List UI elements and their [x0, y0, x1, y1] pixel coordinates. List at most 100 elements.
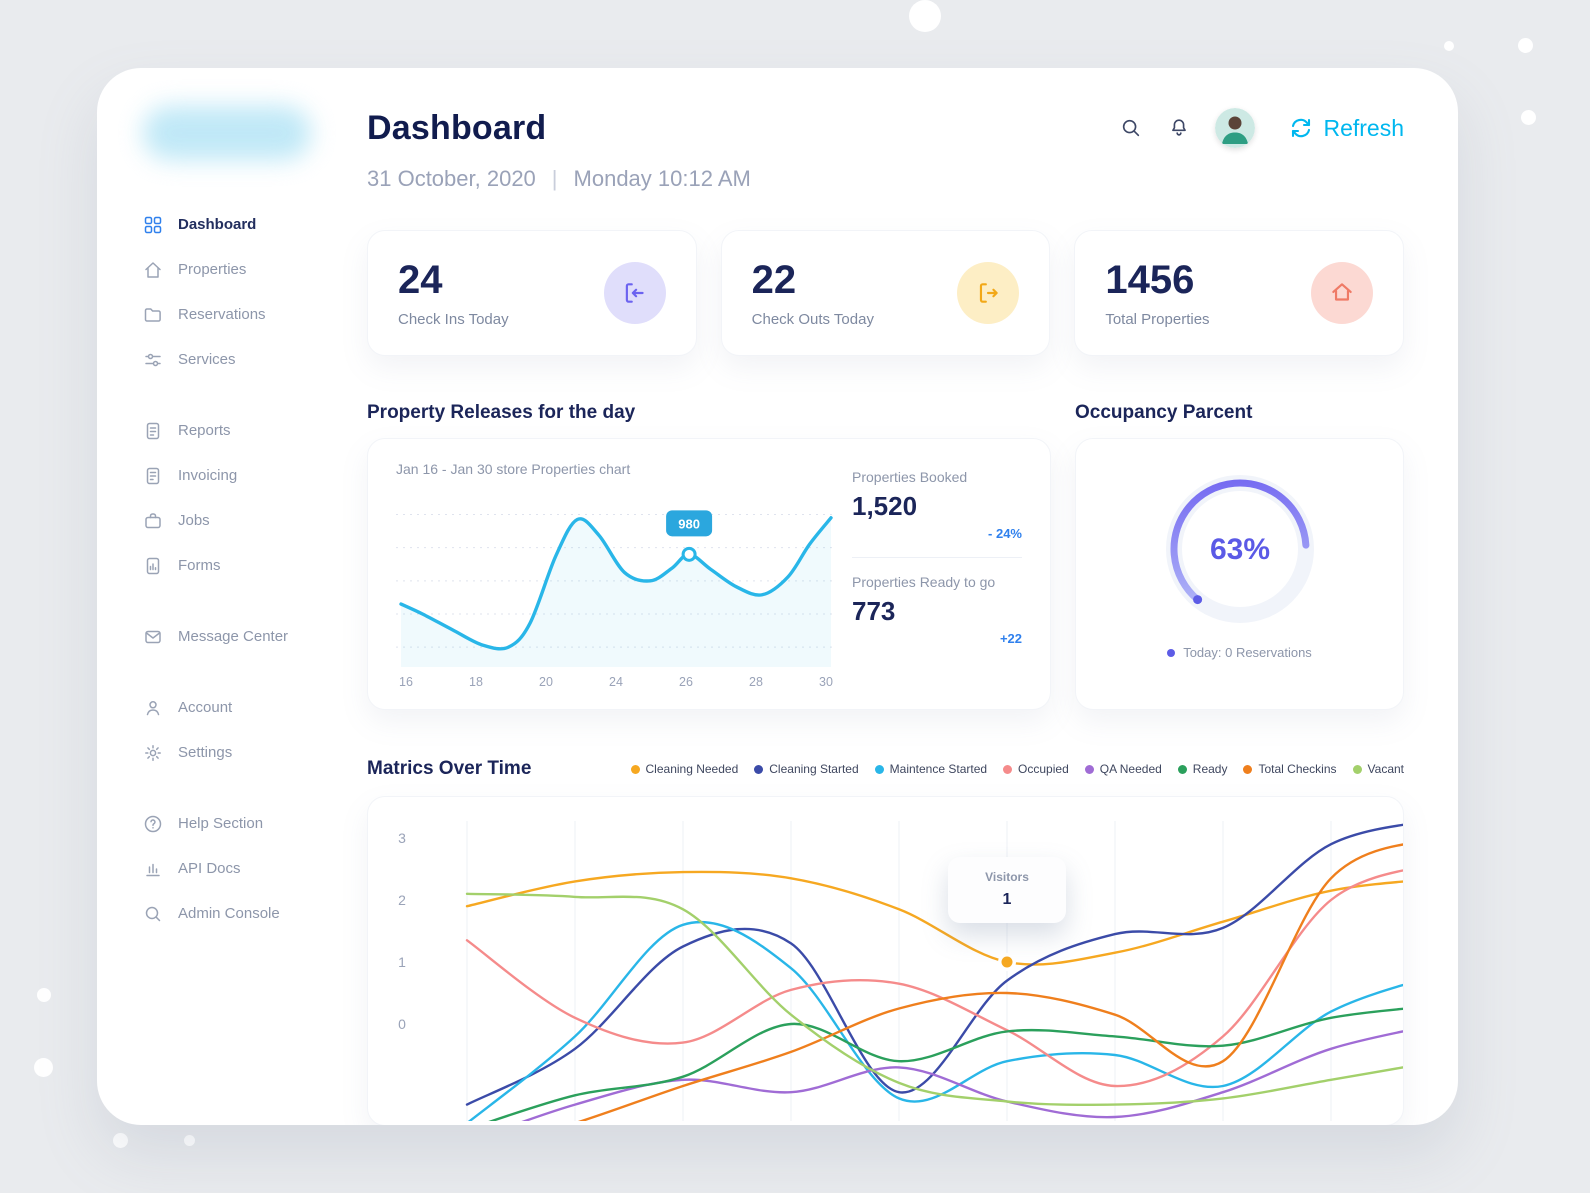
legend-total-checkins[interactable]: Total Checkins	[1243, 762, 1337, 776]
mail-icon	[143, 627, 163, 647]
svg-text:28: 28	[749, 675, 763, 689]
legend-cleaning-started[interactable]: Cleaning Started	[754, 762, 859, 776]
stat-value: 24	[398, 258, 443, 302]
stat-label: Check Outs Today	[751, 311, 874, 328]
legend-maintence-started[interactable]: Maintence Started	[874, 762, 988, 776]
main-content: Dashboard Refresh 3	[353, 68, 1458, 1125]
occupancy-percent: 63%	[1209, 533, 1269, 566]
sidebar-item-invoicing[interactable]: Invoicing	[143, 453, 353, 498]
legend-dot	[630, 764, 640, 774]
briefcase-icon	[143, 511, 163, 531]
occupancy-legend-label: Today: 0 Reservations	[1183, 645, 1312, 660]
legend-dot	[1352, 764, 1362, 774]
legend-dot	[1177, 764, 1187, 774]
legend-dot	[1167, 648, 1176, 657]
sidebar-item-services[interactable]: Services	[143, 337, 353, 382]
sliders-icon	[143, 350, 163, 370]
legend-occupied[interactable]: Occupied	[1003, 762, 1069, 776]
booked-delta: - 24%	[988, 526, 1022, 541]
property-releases-chart[interactable]: 16 18 20 24 26 28 30 980	[396, 481, 836, 691]
svg-text:1: 1	[398, 954, 406, 970]
releases-section-title: Property Releases for the day	[367, 402, 636, 423]
svg-text:980: 980	[678, 516, 700, 531]
stat-value: 1456	[1105, 258, 1195, 302]
bell-icon[interactable]	[1167, 116, 1191, 140]
legend-label: Cleaning Needed	[645, 762, 739, 776]
grid-icon	[143, 215, 163, 235]
legend-vacant[interactable]: Vacant	[1352, 762, 1404, 776]
metrics-section-title: Matrics Over Time	[367, 758, 532, 779]
ready-value: 773	[852, 596, 896, 626]
sidebar-item-api-docs[interactable]: API Docs	[143, 846, 353, 891]
header: Dashboard Refresh	[367, 108, 1404, 148]
invoice-icon	[143, 466, 163, 486]
metrics-panel: 3 2 1 0 Visitors 1	[367, 796, 1404, 1125]
sidebar-item-account[interactable]: Account	[143, 685, 353, 730]
legend-dot	[1003, 764, 1013, 774]
stat-card-checkouts[interactable]: 22 Check Outs Today	[720, 230, 1051, 356]
sidebar-item-label: Account	[178, 699, 233, 716]
legend-label: QA Needed	[1099, 762, 1162, 776]
decor-dot	[1521, 110, 1536, 125]
sidebar-item-label: Admin Console	[178, 905, 280, 922]
sidebar-item-message-center[interactable]: Message Center	[143, 614, 353, 659]
legend-cleaning-needed[interactable]: Cleaning Needed	[630, 762, 739, 776]
help-icon	[143, 814, 163, 834]
sidebar-item-admin-console[interactable]: Admin Console	[143, 891, 353, 936]
stat-card-total-properties[interactable]: 1456 Total Properties	[1074, 230, 1404, 356]
booked-value: 1,520	[852, 491, 918, 521]
sidebar-item-label: Jobs	[178, 512, 210, 529]
sidebar-item-forms[interactable]: Forms	[143, 543, 353, 588]
sidebar-item-properties[interactable]: Properties	[143, 247, 353, 292]
home-icon	[1310, 262, 1373, 324]
sidebar-item-reservations[interactable]: Reservations	[143, 292, 353, 337]
svg-text:0: 0	[398, 1016, 406, 1032]
ready-label: Properties Ready to go	[852, 574, 996, 590]
releases-stats: Properties Booked 1,520 - 24% Properties…	[852, 461, 1022, 687]
stat-card-checkins[interactable]: 24 Check Ins Today	[367, 230, 697, 356]
date-text: 31 October, 2020	[367, 166, 536, 191]
occupancy-section-title: Occupancy Parcent	[1075, 402, 1253, 423]
legend-dot	[874, 764, 884, 774]
booked-label: Properties Booked	[852, 469, 968, 485]
user-icon	[143, 698, 163, 718]
releases-chart-area: Jan 16 - Jan 30 store Properties chart 1…	[396, 461, 836, 689]
svg-text:26: 26	[679, 675, 693, 689]
nav-group-work: Reports Invoicing Jobs Forms	[143, 408, 353, 588]
occupancy-gauge: 63%	[1165, 475, 1314, 623]
legend-dot	[1084, 764, 1094, 774]
home-icon	[143, 260, 163, 280]
svg-text:20: 20	[539, 675, 553, 689]
tooltip-title: Visitors	[985, 870, 1029, 884]
legend-ready[interactable]: Ready	[1177, 762, 1227, 776]
legend-qa-needed[interactable]: QA Needed	[1084, 762, 1162, 776]
decor-dot	[184, 1135, 195, 1146]
legend-label: Total Checkins	[1258, 762, 1337, 776]
nav-group-account: Account Settings	[143, 685, 353, 775]
svg-text:16: 16	[399, 675, 413, 689]
sidebar-item-dashboard[interactable]: Dashboard	[143, 202, 353, 247]
metrics-chart[interactable]: 3 2 1 0	[368, 805, 1403, 1121]
search-icon[interactable]	[1119, 116, 1143, 140]
decor-dot	[1444, 41, 1454, 51]
legend-label: Occupied	[1018, 762, 1069, 776]
decor-dot	[113, 1133, 128, 1148]
metrics-header: Matrics Over Time Cleaning Needed Cleani…	[367, 758, 1404, 780]
sidebar-item-label: Reservations	[178, 306, 266, 323]
console-icon	[143, 904, 163, 924]
sidebar-item-settings[interactable]: Settings	[143, 730, 353, 775]
check-out-arrow-icon	[957, 262, 1020, 324]
svg-text:3: 3	[398, 830, 406, 846]
sidebar-item-label: Message Center	[178, 628, 289, 645]
svg-text:18: 18	[469, 675, 483, 689]
sidebar-item-label: Reports	[178, 422, 231, 439]
sidebar-item-reports[interactable]: Reports	[143, 408, 353, 453]
refresh-button[interactable]: Refresh	[1289, 115, 1404, 142]
property-releases-panel: Jan 16 - Jan 30 store Properties chart 1…	[367, 438, 1051, 710]
sidebar-item-help-section[interactable]: Help Section	[143, 801, 353, 846]
avatar[interactable]	[1215, 108, 1256, 148]
legend-label: Maintence Started	[889, 762, 988, 776]
metrics-legend: Cleaning Needed Cleaning Started Mainten…	[630, 762, 1404, 776]
sidebar-item-jobs[interactable]: Jobs	[143, 498, 353, 543]
sidebar-item-label: Services	[178, 351, 236, 368]
